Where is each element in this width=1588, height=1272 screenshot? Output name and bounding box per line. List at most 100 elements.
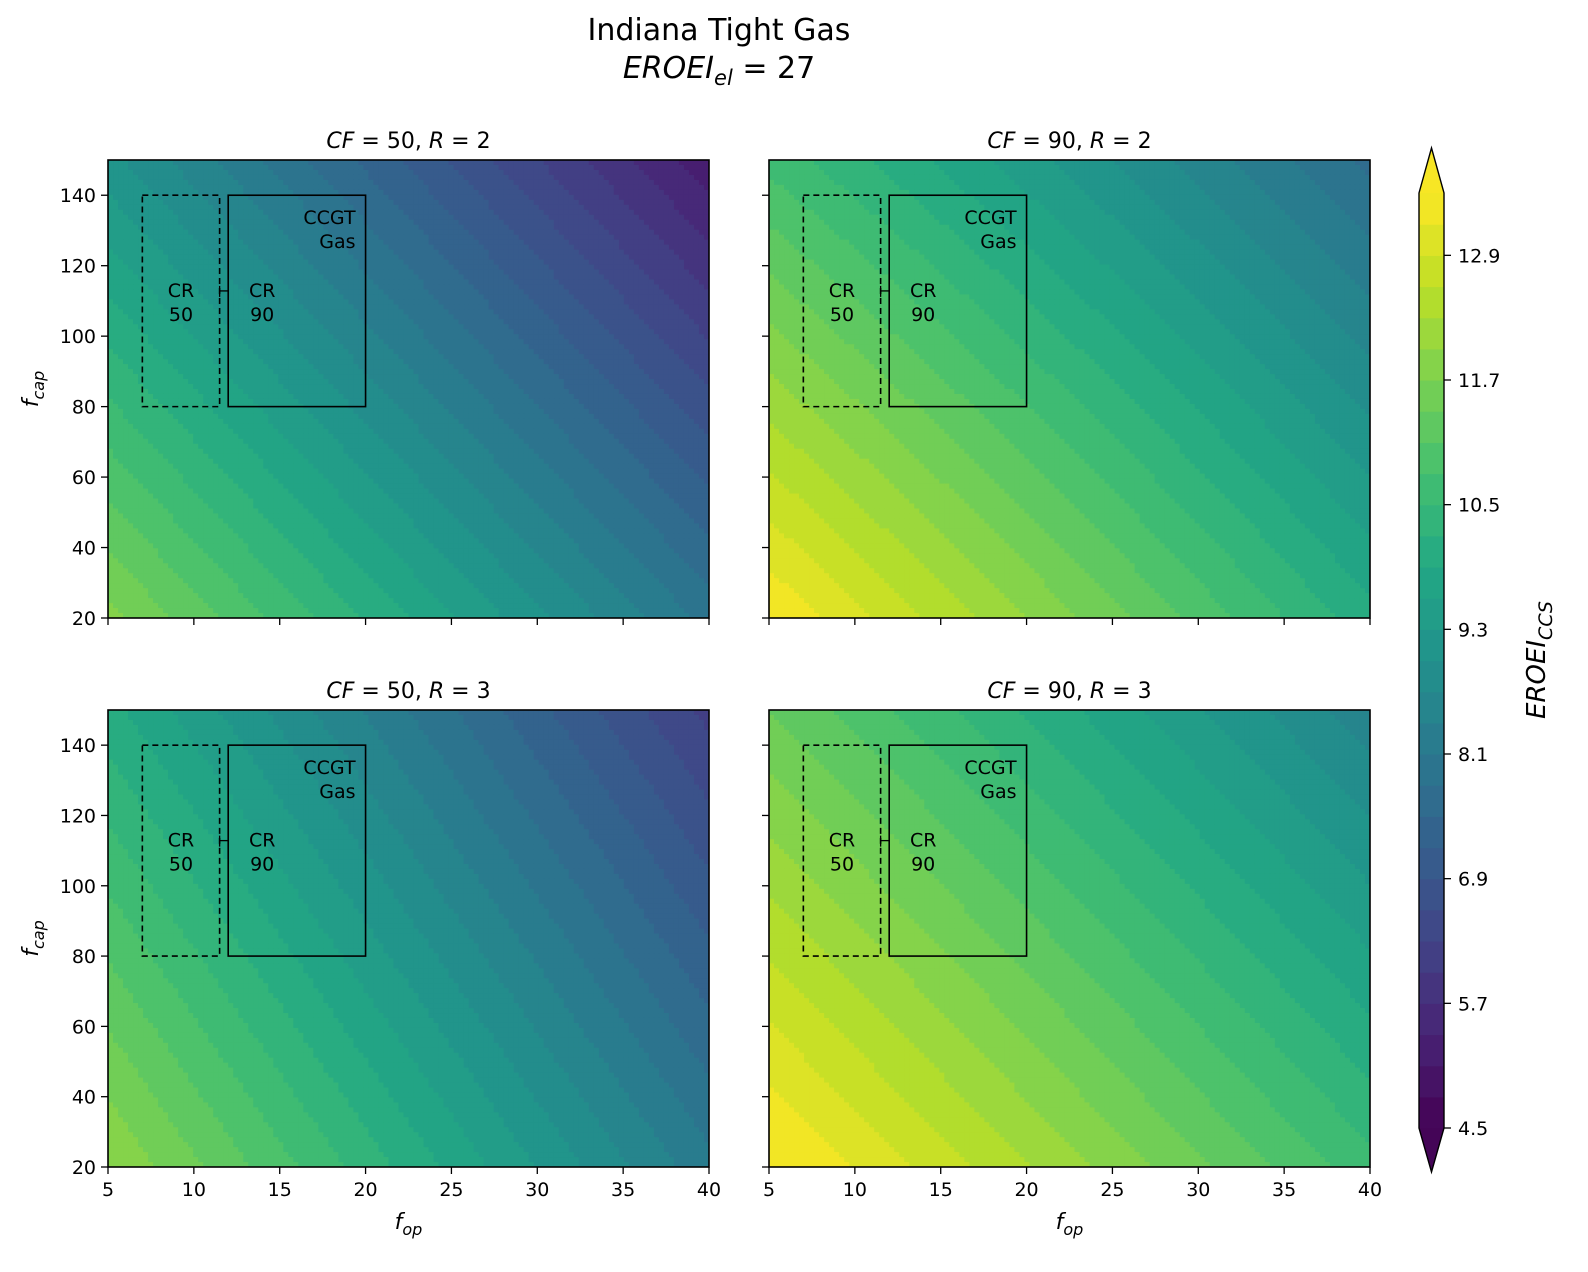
contour-cell bbox=[243, 314, 249, 320]
contour-cell bbox=[473, 219, 480, 226]
contour-cell bbox=[658, 204, 665, 211]
contour-cell bbox=[593, 234, 600, 241]
contour-cell bbox=[263, 309, 269, 315]
contour-cell bbox=[193, 259, 199, 266]
contour-cell bbox=[543, 169, 550, 176]
contour-cell bbox=[128, 269, 134, 276]
contour-cell bbox=[523, 289, 530, 296]
contour-cell bbox=[453, 359, 460, 365]
contour-cell bbox=[428, 274, 435, 281]
contour-cell bbox=[263, 354, 269, 360]
contour-cell bbox=[293, 329, 299, 335]
contour-cell bbox=[373, 214, 380, 221]
contour-cell bbox=[553, 319, 560, 325]
contour-cell bbox=[643, 284, 650, 291]
contour-cell bbox=[698, 204, 705, 211]
contour-cell bbox=[223, 324, 229, 330]
contour-cell bbox=[663, 174, 670, 181]
contour-cell bbox=[673, 354, 680, 360]
contour-cell bbox=[608, 189, 615, 196]
contour-cell bbox=[678, 164, 685, 171]
contour-cell bbox=[638, 334, 645, 340]
contour-cell bbox=[568, 344, 575, 350]
contour-cell bbox=[183, 329, 189, 335]
contour-cell bbox=[698, 224, 705, 231]
contour-cell bbox=[128, 160, 134, 166]
contour-cell bbox=[338, 359, 344, 365]
contour-cell bbox=[553, 249, 560, 256]
contour-cell bbox=[113, 184, 119, 191]
contour-cell bbox=[418, 359, 425, 365]
contour-cell bbox=[633, 194, 640, 201]
contour-cell bbox=[358, 354, 365, 360]
contour-cell bbox=[443, 239, 450, 246]
contour-cell bbox=[683, 229, 690, 236]
contour-cell bbox=[323, 359, 329, 365]
contour-cell bbox=[703, 199, 709, 206]
contour-cell bbox=[278, 160, 284, 166]
contour-cell bbox=[703, 264, 709, 271]
contour-cell bbox=[233, 284, 239, 291]
contour-cell bbox=[658, 239, 665, 246]
contour-cell bbox=[233, 179, 239, 186]
contour-cell bbox=[308, 174, 314, 181]
contour-cell bbox=[173, 334, 179, 340]
contour-cell bbox=[463, 254, 470, 261]
contour-cell bbox=[298, 224, 304, 231]
contour-cell bbox=[343, 184, 349, 191]
contour-cell bbox=[378, 254, 385, 261]
contour-cell bbox=[423, 254, 430, 261]
contour-cell bbox=[628, 354, 635, 360]
contour-cell bbox=[678, 299, 685, 305]
contour-cell bbox=[633, 314, 640, 320]
contour-cell bbox=[593, 224, 600, 231]
contour-cell bbox=[483, 264, 490, 271]
contour-cell bbox=[273, 349, 279, 355]
contour-cell bbox=[663, 179, 670, 186]
contour-cell bbox=[383, 229, 390, 236]
contour-cell bbox=[683, 179, 690, 186]
contour-cell bbox=[398, 349, 405, 355]
contour-cell bbox=[288, 334, 294, 340]
contour-cell bbox=[113, 264, 119, 271]
contour-cell bbox=[693, 224, 700, 231]
contour-cell bbox=[218, 324, 224, 330]
contour-cell bbox=[383, 209, 390, 216]
contour-cell bbox=[663, 324, 670, 330]
contour-cell bbox=[433, 169, 440, 176]
contour-cell bbox=[648, 314, 655, 320]
contour-cell bbox=[388, 324, 395, 330]
contour-cell bbox=[558, 274, 565, 281]
contour-cell bbox=[318, 249, 324, 256]
contour-cell bbox=[673, 349, 680, 355]
contour-cell bbox=[678, 169, 685, 176]
contour-cell bbox=[353, 244, 360, 251]
contour-cell bbox=[428, 299, 435, 305]
contour-cell bbox=[238, 234, 244, 241]
contour-cell bbox=[328, 189, 334, 196]
contour-cell bbox=[373, 314, 380, 320]
contour-cell bbox=[383, 254, 390, 261]
contour-cell bbox=[198, 194, 204, 201]
contour-cell bbox=[383, 309, 390, 315]
contour-cell bbox=[478, 254, 485, 261]
contour-cell bbox=[173, 254, 179, 261]
contour-cell bbox=[508, 344, 515, 350]
contour-cell bbox=[293, 164, 299, 171]
contour-cell bbox=[498, 184, 505, 191]
contour-cell bbox=[233, 289, 239, 296]
contour-cell bbox=[453, 229, 460, 236]
contour-cell bbox=[423, 314, 430, 320]
contour-cell bbox=[243, 354, 249, 360]
contour-cell bbox=[153, 314, 159, 320]
contour-cell bbox=[213, 249, 219, 256]
contour-cell bbox=[378, 324, 385, 330]
contour-cell bbox=[273, 199, 279, 206]
contour-cell bbox=[178, 239, 184, 246]
contour-cell bbox=[503, 294, 510, 300]
contour-cell bbox=[383, 224, 390, 231]
contour-cell bbox=[288, 344, 294, 350]
contour-cell bbox=[488, 194, 495, 201]
contour-cell bbox=[338, 160, 344, 166]
contour-cell bbox=[183, 184, 189, 191]
